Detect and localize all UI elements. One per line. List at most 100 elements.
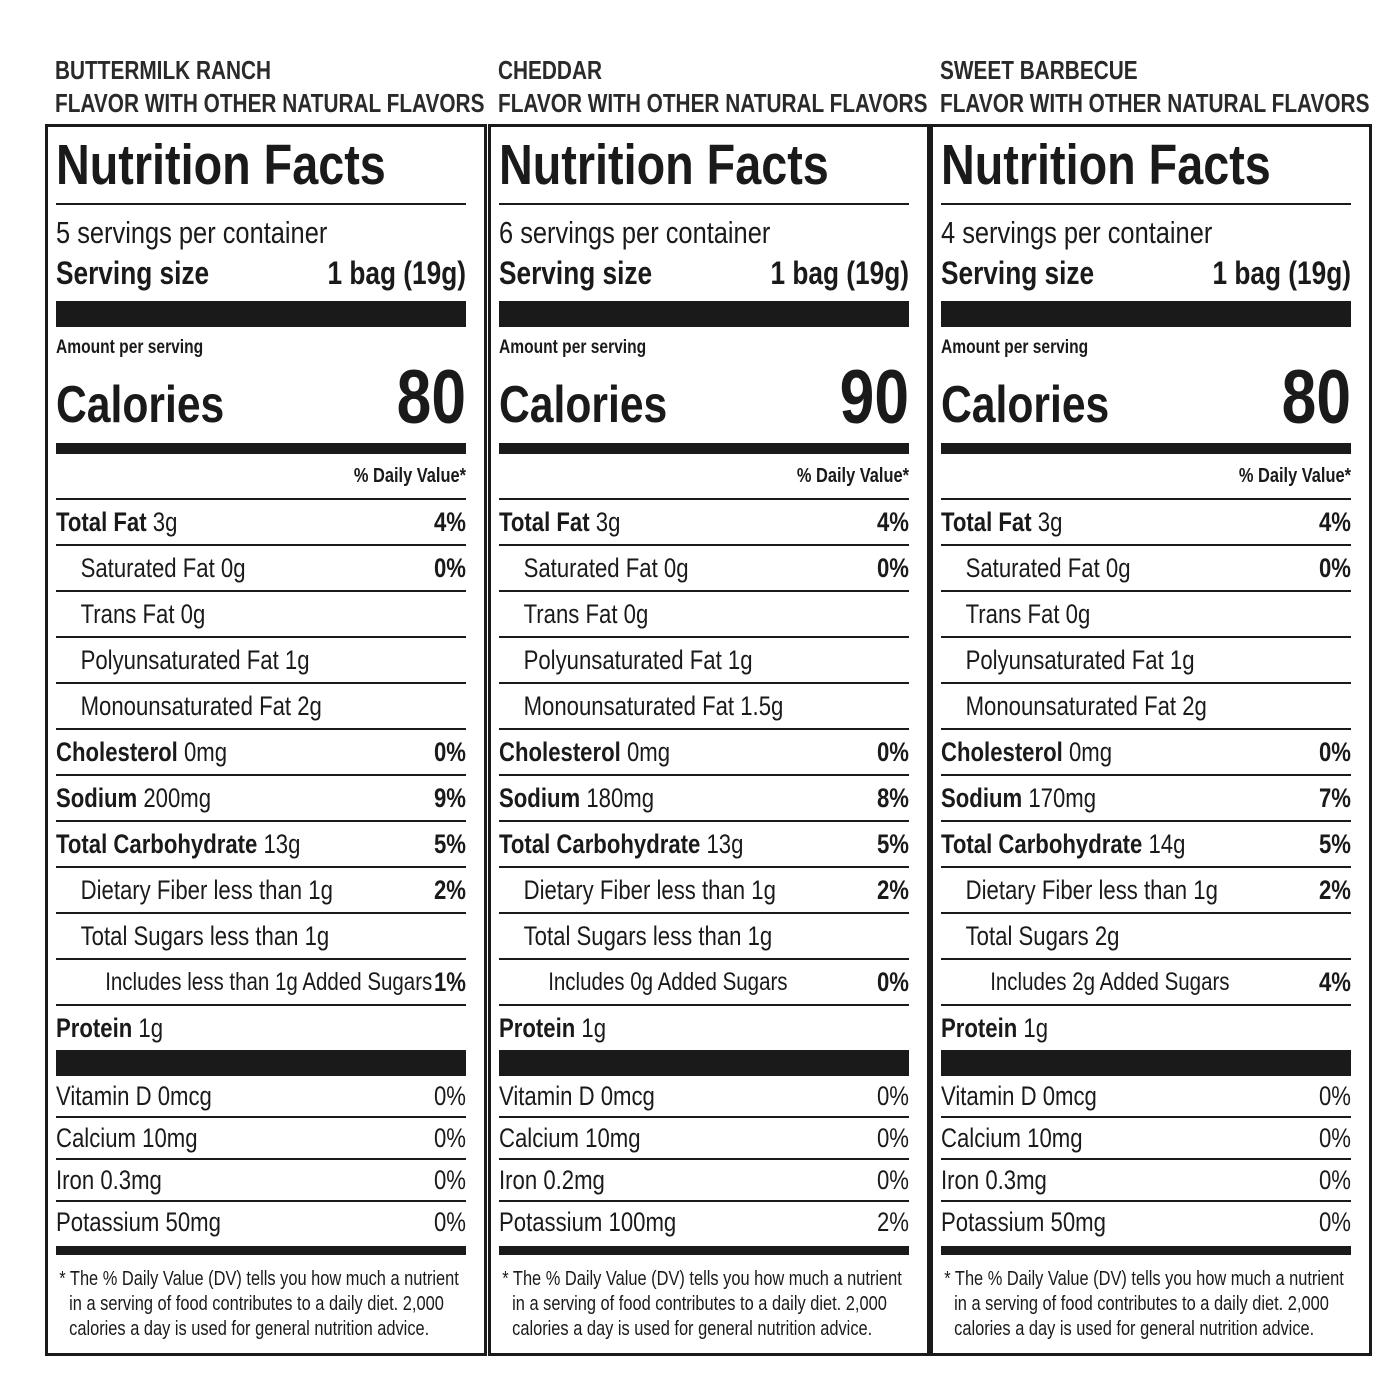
nutrient-name: Polyunsaturated Fat — [523, 644, 722, 675]
nutrient-row: Trans Fat 0g — [56, 590, 466, 636]
serving-size-value: 1 bag (19g) — [770, 255, 909, 291]
nutrient-text: Total Carbohydrate 13g — [56, 829, 300, 860]
vitamin-amount: 0.3mg — [985, 1164, 1047, 1195]
nutrient-name: Monounsaturated Fat — [965, 690, 1177, 721]
flavor-line: BUTTERMILK RANCH — [55, 55, 272, 85]
calories-value: 90 — [839, 355, 909, 440]
nutrient-name: Dietary Fiber — [80, 874, 208, 905]
nutrient-text: Protein 1g — [56, 1013, 163, 1044]
vitamin-text: Calcium 10mg — [499, 1123, 641, 1154]
nutrient-text: Total Sugars less than 1g — [56, 920, 330, 952]
nutrient-name: Total Sugars — [80, 920, 204, 951]
nutrient-name: Total Fat — [499, 506, 590, 537]
vitamins: Vitamin D 0mcg 0% Calcium 10mg 0% Iron 0.2mg… — [499, 1076, 909, 1242]
vitamin-amount: 0.3mg — [100, 1164, 162, 1195]
nutrient-text: Total Carbohydrate 13g — [499, 829, 743, 860]
vitamin-dv: 0% — [1318, 1206, 1351, 1237]
nutrient-row: Includes 0g Added Sugars 0% — [499, 958, 909, 1004]
nutrient-name: Cholesterol — [56, 736, 178, 767]
nutrient-row: Includes less than 1g Added Sugars 1% — [56, 958, 466, 1004]
rule — [56, 1246, 466, 1255]
serving-size-label: Serving size — [56, 255, 210, 291]
nutrient-row: Polyunsaturated Fat 1g — [499, 636, 909, 682]
nutrient-row: Total Sugars less than 1g — [56, 912, 466, 958]
vitamin-dv: 0% — [876, 1164, 909, 1195]
flavor-heading: CHEDDAR FLAVOR WITH OTHER NATURAL FLAVORS — [498, 54, 927, 120]
flavor-line: FLAVOR WITH OTHER NATURAL FLAVORS — [940, 88, 1370, 118]
nutrient-row: Total Fat 3g 4% — [941, 498, 1351, 544]
medium-rule — [941, 443, 1351, 454]
flavor-heading: BUTTERMILK RANCH FLAVOR WITH OTHER NATURA… — [55, 54, 485, 120]
nutrient-dv: 0% — [433, 736, 466, 767]
nutrient-text: Trans Fat 0g — [941, 598, 1091, 630]
amount-per-serving: Amount per serving — [56, 337, 204, 358]
nutrient-dv: 2% — [876, 874, 909, 905]
vitamins: Vitamin D 0mcg 0% Calcium 10mg 0% Iron 0.3mg… — [56, 1076, 466, 1242]
nutrient-row: Cholesterol 0mg 0% — [56, 728, 466, 774]
nutrient-name: Saturated Fat — [523, 552, 658, 583]
nutrient-amount: 0g — [663, 552, 689, 583]
nutrient-amount: 2g — [1094, 920, 1120, 951]
vitamin-row: Potassium 50mg 0% — [56, 1200, 466, 1242]
vitamin-name: Iron — [941, 1164, 980, 1195]
vitamin-amount: 0mcg — [1042, 1080, 1097, 1111]
nutrient-amount: 1g — [1169, 644, 1195, 675]
nutrient-row: Total Sugars 2g — [941, 912, 1351, 958]
vitamin-row: Calcium 10mg 0% — [499, 1116, 909, 1158]
nutrient-amount: 0g — [180, 598, 206, 629]
nutrient-row: Sodium 170mg 7% — [941, 774, 1351, 820]
nutrient-row: Saturated Fat 0g 0% — [941, 544, 1351, 590]
nutrient-row: Sodium 180mg 8% — [499, 774, 909, 820]
nutrient-dv: 8% — [876, 782, 909, 813]
nutrient-dv: 0% — [876, 966, 909, 997]
nutrient-dv: 5% — [876, 828, 909, 859]
vitamin-name: Potassium — [499, 1206, 603, 1237]
nutrient-amount: less than 1g — [1098, 874, 1218, 905]
nutrient-name: Total Carbohydrate — [499, 828, 701, 859]
vitamin-text: Potassium 50mg — [56, 1207, 221, 1238]
nutrient-name: Trans Fat — [965, 598, 1060, 629]
vitamin-amount: 50mg — [165, 1206, 221, 1237]
nutrient-text: Includes less than 1g Added Sugars — [56, 968, 432, 997]
nutrient-row: Trans Fat 0g — [941, 590, 1351, 636]
nutrient-name: Polyunsaturated Fat — [965, 644, 1164, 675]
nutrient-amount: 0mg — [183, 736, 228, 767]
nutrient-amount: 3g — [595, 506, 621, 537]
calories-value: 80 — [1281, 355, 1351, 440]
vitamin-name: Vitamin D — [56, 1080, 152, 1111]
vitamin-text: Calcium 10mg — [941, 1123, 1083, 1154]
footnote: * The % Daily Value (DV) tells you how m… — [502, 1268, 902, 1340]
vitamin-name: Iron — [499, 1164, 538, 1195]
nutrient-name: Includes less than 1g Added Sugars — [105, 967, 433, 996]
nutrient-row: Protein 1g — [941, 1004, 1351, 1050]
nutrient-row: Cholesterol 0mg 0% — [499, 728, 909, 774]
nutrient-dv: 4% — [876, 506, 909, 537]
vitamins: Vitamin D 0mcg 0% Calcium 10mg 0% Iron 0.3mg… — [941, 1076, 1351, 1242]
nutrient-row: Monounsaturated Fat 1.5g — [499, 682, 909, 728]
vitamin-name: Vitamin D — [499, 1080, 595, 1111]
calories-value: 80 — [396, 355, 466, 440]
nutrient-name: Trans Fat — [80, 598, 175, 629]
daily-value-header: % Daily Value* — [353, 465, 466, 487]
panel-title: Nutrition Facts — [941, 127, 1351, 205]
vitamin-row: Iron 0.3mg 0% — [56, 1158, 466, 1200]
nutrient-amount: 180mg — [586, 782, 655, 813]
vitamin-row: Iron 0.3mg 0% — [941, 1158, 1351, 1200]
footnote: * The % Daily Value (DV) tells you how m… — [59, 1268, 459, 1340]
nutrient-amount: 0g — [1065, 598, 1091, 629]
panel-title: Nutrition Facts — [56, 127, 466, 205]
nutrient-dv: 4% — [433, 506, 466, 537]
nutrient-text: Polyunsaturated Fat 1g — [56, 645, 310, 676]
thick-rule — [941, 301, 1351, 327]
nutrient-amount: 1g — [581, 1012, 607, 1043]
vitamin-dv: 0% — [433, 1122, 466, 1153]
vitamin-text: Iron 0.3mg — [941, 1165, 1047, 1196]
nutrient-amount: 0g — [1105, 552, 1131, 583]
vitamin-name: Potassium — [941, 1206, 1045, 1237]
vitamin-row: Potassium 50mg 0% — [941, 1200, 1351, 1242]
nutrient-text: Total Fat 3g — [56, 507, 177, 538]
flavor-line: FLAVOR WITH OTHER NATURAL FLAVORS — [55, 88, 485, 118]
nutrient-name: Protein — [56, 1012, 133, 1043]
vitamin-dv: 0% — [1318, 1122, 1351, 1153]
